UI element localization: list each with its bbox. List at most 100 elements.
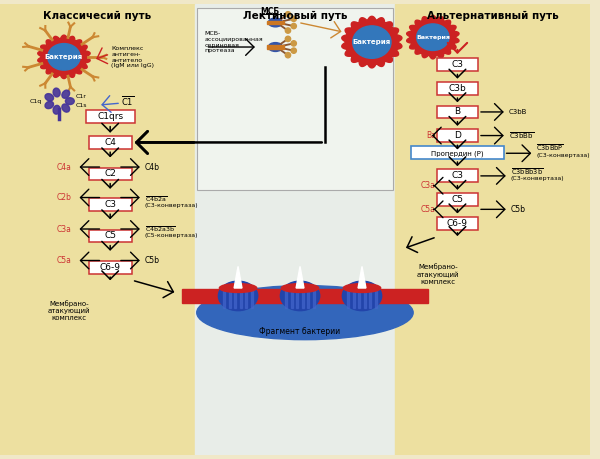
Text: C3: C3 <box>451 171 463 180</box>
Ellipse shape <box>65 98 74 105</box>
Ellipse shape <box>45 94 53 101</box>
Text: $\overline{\mathrm{C3bBb3b}}$: $\overline{\mathrm{C3bBb3b}}$ <box>511 167 543 177</box>
Text: C3a: C3a <box>56 224 71 234</box>
Text: C5b: C5b <box>145 256 160 265</box>
Text: Альтернативный путь: Альтернативный путь <box>427 11 559 21</box>
Bar <box>245 288 247 308</box>
Ellipse shape <box>53 88 60 97</box>
Text: Комплекс
антиген-
антитело
(IgM или IgG): Комплекс антиген- антитело (IgM или IgG) <box>111 46 154 68</box>
FancyBboxPatch shape <box>89 198 132 211</box>
Circle shape <box>291 41 296 46</box>
Text: Классичесий путь: Классичесий путь <box>43 11 152 21</box>
FancyBboxPatch shape <box>437 169 478 182</box>
Text: D: D <box>454 131 461 140</box>
Text: C4: C4 <box>104 138 116 147</box>
Text: C4a: C4a <box>56 162 71 172</box>
Text: (С3-конвертаза): (С3-конвертаза) <box>536 153 590 158</box>
Bar <box>395 4 590 455</box>
Text: Пропердин (P): Пропердин (P) <box>431 150 484 157</box>
Text: C1r: C1r <box>76 94 86 99</box>
Polygon shape <box>234 266 242 288</box>
Circle shape <box>291 48 296 53</box>
Ellipse shape <box>62 104 70 112</box>
Ellipse shape <box>353 26 391 58</box>
Bar <box>182 289 428 303</box>
FancyBboxPatch shape <box>86 111 135 123</box>
FancyBboxPatch shape <box>437 193 478 206</box>
Bar <box>0 4 195 455</box>
Text: C5: C5 <box>451 195 463 204</box>
FancyBboxPatch shape <box>89 230 132 242</box>
Polygon shape <box>296 266 304 288</box>
Text: C2b: C2b <box>56 193 71 202</box>
Bar <box>296 288 298 308</box>
FancyBboxPatch shape <box>197 8 394 190</box>
FancyBboxPatch shape <box>437 129 478 142</box>
Bar <box>358 288 360 308</box>
Ellipse shape <box>197 285 413 340</box>
Bar <box>313 288 315 308</box>
Text: C3: C3 <box>104 200 116 209</box>
Text: C3b: C3b <box>449 84 466 93</box>
Text: (С5-конвертаза): (С5-конвертаза) <box>145 233 198 238</box>
Bar <box>369 288 371 308</box>
Bar <box>375 288 377 308</box>
Text: $\overline{\mathrm{C3bBbP}}$: $\overline{\mathrm{C3bBbP}}$ <box>536 143 564 153</box>
Polygon shape <box>407 16 459 59</box>
Text: (С3-конвертаза): (С3-конвертаза) <box>145 203 198 208</box>
Text: C6-9: C6-9 <box>100 263 121 272</box>
Ellipse shape <box>268 43 283 51</box>
FancyBboxPatch shape <box>89 168 132 180</box>
Bar <box>364 288 366 308</box>
Bar <box>302 288 304 308</box>
Text: $\overline{\mathrm{C4b2a}}$: $\overline{\mathrm{C4b2a}}$ <box>145 195 167 204</box>
Text: Бактерия: Бактерия <box>353 39 391 45</box>
Bar <box>307 288 309 308</box>
Bar <box>240 288 242 308</box>
Text: C1q: C1q <box>30 99 42 104</box>
Text: Мембрано-
атакующий
комплекс: Мембрано- атакующий комплекс <box>416 263 459 285</box>
Polygon shape <box>358 266 366 288</box>
Ellipse shape <box>281 284 319 292</box>
Text: Бактерия: Бактерия <box>416 35 450 39</box>
Text: Бактерия: Бактерия <box>45 54 83 60</box>
Text: (С3-конвертаза): (С3-конвертаза) <box>511 176 564 181</box>
Ellipse shape <box>268 18 283 27</box>
Bar <box>229 288 231 308</box>
FancyBboxPatch shape <box>411 146 503 159</box>
Text: C5a: C5a <box>421 205 436 214</box>
Text: $\overline{\mathrm{C1}}$: $\overline{\mathrm{C1}}$ <box>121 94 134 108</box>
Ellipse shape <box>62 90 70 98</box>
Ellipse shape <box>343 281 382 311</box>
FancyBboxPatch shape <box>437 82 478 95</box>
Text: $\overline{\mathrm{C4b2a3b}}$: $\overline{\mathrm{C4b2a3b}}$ <box>145 224 175 234</box>
Ellipse shape <box>218 281 258 311</box>
Text: $\overline{\mathrm{C3bBb}}$: $\overline{\mathrm{C3bBb}}$ <box>509 130 533 140</box>
Text: Ba: Ba <box>426 131 436 140</box>
Circle shape <box>286 36 290 42</box>
FancyBboxPatch shape <box>437 58 478 71</box>
Text: C1s: C1s <box>76 102 87 107</box>
Bar <box>353 288 355 308</box>
Bar <box>347 288 349 308</box>
Text: C3a: C3a <box>421 181 436 190</box>
Ellipse shape <box>53 106 60 114</box>
FancyBboxPatch shape <box>89 136 132 149</box>
Bar <box>235 288 236 308</box>
Circle shape <box>286 11 290 17</box>
Bar <box>266 45 284 49</box>
Circle shape <box>286 28 290 33</box>
Circle shape <box>286 52 290 58</box>
Ellipse shape <box>48 44 80 70</box>
FancyBboxPatch shape <box>437 217 478 230</box>
Bar <box>251 288 253 308</box>
Circle shape <box>291 16 296 22</box>
Text: C2: C2 <box>104 169 116 179</box>
Ellipse shape <box>280 281 320 311</box>
FancyBboxPatch shape <box>89 261 132 274</box>
Bar <box>291 288 293 308</box>
Bar <box>285 288 287 308</box>
Text: C1qrs: C1qrs <box>97 112 123 121</box>
Bar <box>195 4 395 455</box>
Bar <box>223 288 225 308</box>
